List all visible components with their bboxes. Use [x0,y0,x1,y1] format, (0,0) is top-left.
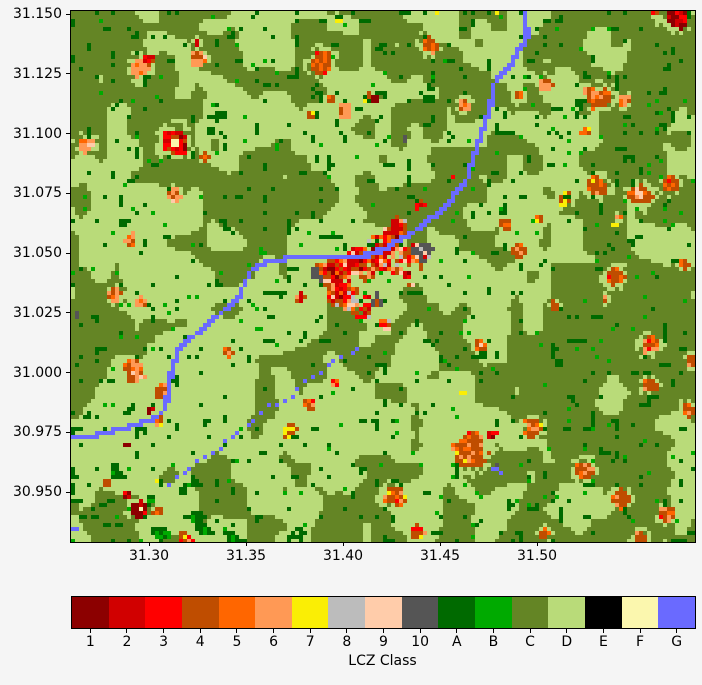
y-tick-label: 31.150 [13,6,62,23]
lcz-map-canvas [71,11,695,542]
colorbar-segment-1 [72,597,109,628]
y-tick-label: 30.950 [13,484,62,501]
colorbar-class-label: 2 [122,634,132,650]
colorbar-class-label: B [488,634,499,650]
y-tick-mark [66,252,70,254]
colorbar-tick-mark [383,629,384,633]
colorbar-segment-7 [291,597,329,628]
colorbar-tick-mark [566,629,568,633]
y-tick-label: 31.075 [13,185,62,202]
y-tick-mark [66,73,70,75]
colorbar-segment-E [584,597,622,628]
y-tick-label: 31.125 [13,65,62,82]
colorbar-class-label: D [561,634,573,650]
x-tick-mark [342,542,344,546]
colorbar-segment-4 [181,597,219,628]
colorbar-tick-mark [89,629,91,633]
colorbar-class-label: 8 [342,634,352,650]
colorbar-tick-mark [273,629,275,633]
colorbar-tick-mark [346,629,348,633]
colorbar-segment-F [621,597,659,628]
x-tick-mark [439,542,441,546]
colorbar-class-label: 10 [411,634,430,650]
y-tick-mark [66,431,70,433]
colorbar [71,596,696,629]
x-tick-label: 31.40 [322,548,364,564]
colorbar-tick-mark [309,629,311,633]
colorbar-segment-6 [255,597,292,628]
y-tick-label: 31.025 [13,304,62,321]
colorbar-tick-mark [236,629,238,633]
colorbar-tick-mark [602,629,604,633]
y-tick-mark [66,13,70,15]
x-tick-label: 31.35 [225,548,267,564]
colorbar-tick-mark [456,629,458,633]
y-tick-label: 30.975 [13,424,62,441]
colorbar-class-label: 9 [379,634,388,650]
colorbar-tick-mark [163,629,165,633]
y-tick-label: 31.100 [13,125,62,142]
colorbar-segment-5 [218,597,256,628]
colorbar-segment-8 [328,597,366,628]
x-tick-label: 31.30 [128,548,170,564]
colorbar-segment-2 [108,597,146,628]
colorbar-segment-G [658,597,695,628]
colorbar-class-label: C [525,634,535,650]
colorbar-class-label: 5 [232,634,242,650]
colorbar-class-label: A [452,634,462,650]
colorbar-segment-D [548,597,585,628]
colorbar-class-label: E [598,634,608,650]
y-tick-mark [66,133,70,135]
y-tick-mark [66,372,70,374]
colorbar-segment-B [475,597,512,628]
colorbar-tick-mark [529,629,531,633]
y-tick-mark [66,192,70,194]
colorbar-class-label: F [635,634,645,650]
colorbar-segment-A [438,597,476,628]
colorbar-tick-mark [126,629,128,633]
y-tick-label: 31.000 [13,364,62,381]
y-tick-mark [66,312,70,314]
colorbar-class-label: G [671,634,683,650]
colorbar-tick-mark [492,629,494,633]
colorbar-tick-mark [199,629,201,633]
x-tick-mark [245,542,247,546]
colorbar-class-label: 7 [305,634,315,650]
colorbar-class-label: 3 [159,634,169,650]
colorbar-segment-3 [145,597,182,628]
x-tick-label: 31.45 [419,548,461,564]
x-tick-mark [148,542,150,546]
colorbar-tick-mark [639,629,641,633]
colorbar-class-label: 6 [269,634,279,650]
colorbar-segment-10 [401,597,439,628]
map-plot-area [70,10,696,543]
colorbar-tick-mark [676,629,678,633]
colorbar-class-label: 4 [195,634,205,650]
y-tick-mark [66,491,70,493]
colorbar-tick-mark [419,629,421,633]
colorbar-axis-label: LCZ Class [348,653,417,669]
x-tick-mark [536,542,538,546]
x-tick-label: 31.50 [517,548,558,564]
y-tick-label: 31.050 [13,245,62,262]
colorbar-segment-9 [365,597,402,628]
colorbar-segment-C [511,597,549,628]
colorbar-class-label: 1 [85,634,95,650]
